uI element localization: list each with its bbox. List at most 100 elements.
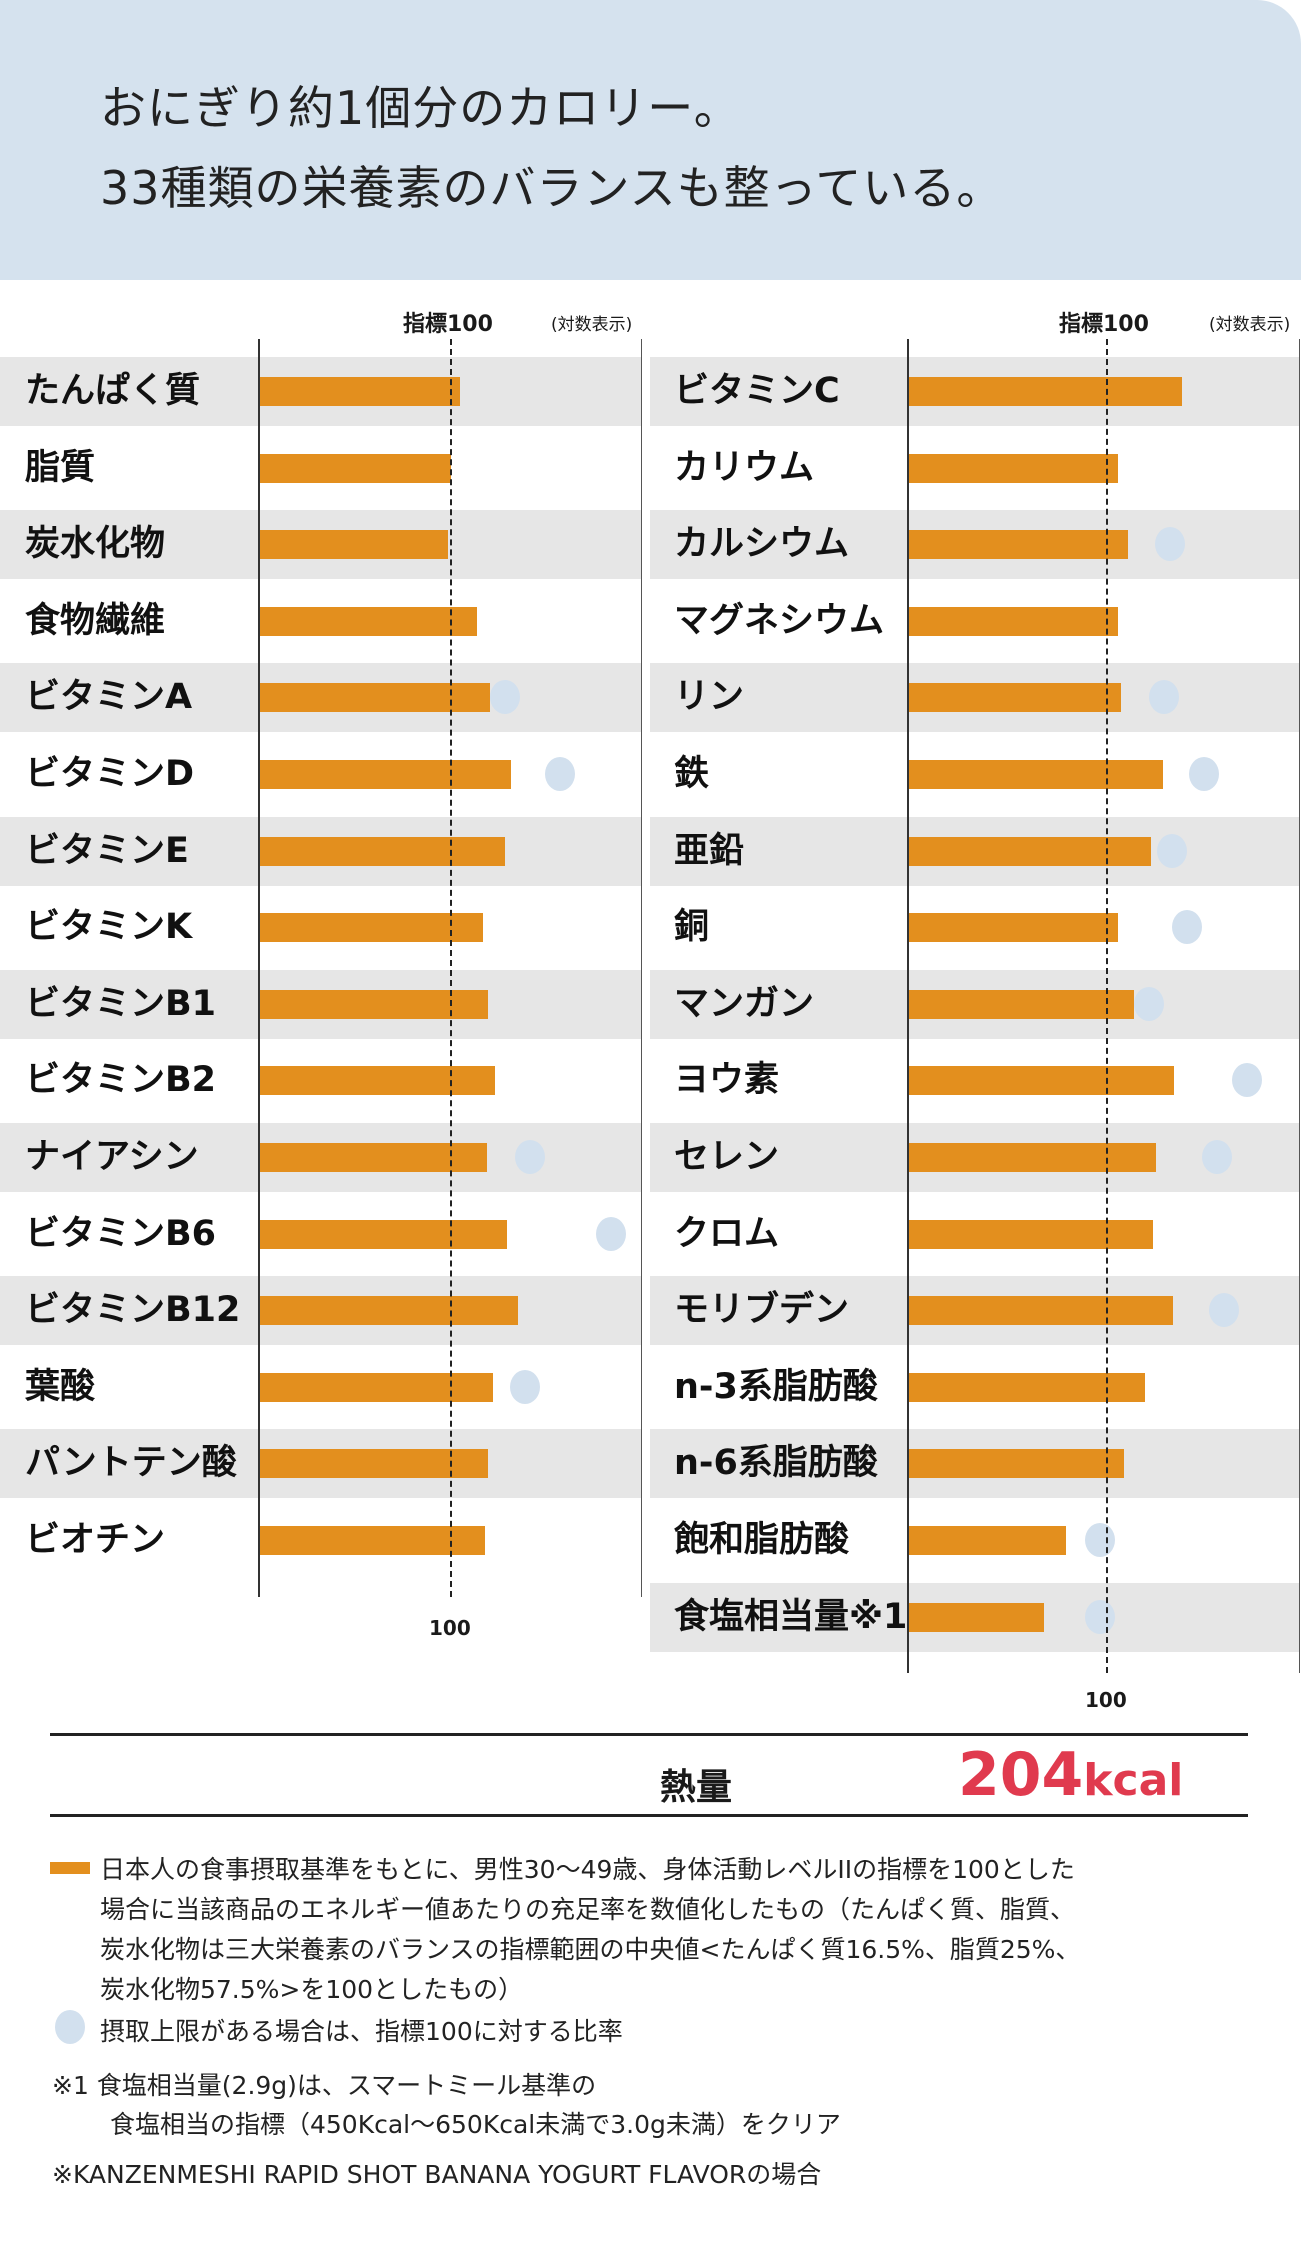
bar xyxy=(908,1066,1175,1096)
upper-limit-dot xyxy=(514,1140,545,1174)
category-label: ヨウ素 xyxy=(674,1060,780,1101)
note-line: 日本人の食事摂取基準をもとに、男性30〜49歳、身体活動レベルIIの指標を100… xyxy=(100,1855,1075,1884)
upper-limit-dot xyxy=(596,1216,627,1251)
note-line: 場合に当該商品のエネルギー値あたりの充足率を数値化したもの（たんぱく質、脂質、 xyxy=(100,1895,1076,1924)
category-label: モリブデン xyxy=(674,1290,850,1331)
upper-limit-dot xyxy=(1156,833,1187,868)
category-label: n-3系脂肪酸 xyxy=(674,1366,878,1407)
frame-line xyxy=(1299,339,1300,1673)
bar xyxy=(908,1449,1125,1479)
upper-limit-dot xyxy=(1133,986,1164,1021)
note-line: 炭水化物は三大栄養素のバランスの指標範囲の中央値<たんぱく質16.5%、脂質25… xyxy=(100,1935,1081,1964)
bar xyxy=(908,1143,1156,1172)
bar xyxy=(908,760,1163,789)
upper-limit-dot xyxy=(1172,910,1203,945)
category-label: 食塩相当量※1 xyxy=(674,1596,908,1637)
axis-line xyxy=(258,339,260,1597)
category-label: ビタミンB12 xyxy=(25,1290,241,1331)
upper-limit-dot xyxy=(1154,527,1185,562)
category-label: ナイアシン xyxy=(25,1137,199,1177)
category-label: カルシウム xyxy=(674,524,850,565)
category-label: n-6系脂肪酸 xyxy=(674,1443,878,1484)
upper-limit-dot xyxy=(1149,680,1180,715)
category-label: カリウム xyxy=(674,447,815,488)
bar xyxy=(259,453,451,483)
upper-limit-dot xyxy=(1209,1293,1240,1328)
scale-note: (対数表示) xyxy=(551,315,633,335)
reference-label: 指標100 xyxy=(1059,312,1149,337)
bar xyxy=(908,1296,1173,1326)
upper-limit-dot xyxy=(1189,757,1220,791)
frame-line xyxy=(641,339,642,1597)
upper-limit-dot xyxy=(510,1369,541,1404)
upper-limit-dot xyxy=(544,757,575,791)
category-label: ビタミンD xyxy=(25,754,195,794)
upper-limit-dot xyxy=(1084,1599,1115,1634)
category-label: マンガン xyxy=(674,983,815,1024)
category-label: ビタミンA xyxy=(25,677,193,718)
axis-tick-label: 100 xyxy=(1085,1688,1127,1712)
bar xyxy=(908,453,1119,483)
bar xyxy=(908,683,1122,713)
energy-label: 熱量 xyxy=(660,1767,733,1808)
bar xyxy=(259,530,449,560)
upper-limit-dot xyxy=(1202,1140,1233,1174)
bar xyxy=(908,377,1182,406)
divider-top xyxy=(50,1733,1248,1736)
category-label: セレン xyxy=(674,1137,780,1177)
energy-unit: kcal xyxy=(1083,1755,1184,1806)
bar xyxy=(259,836,506,866)
category-label: 亜鉛 xyxy=(674,830,745,871)
bar xyxy=(908,1602,1044,1632)
category-label: クロム xyxy=(674,1213,780,1254)
category-label: 飽和脂肪酸 xyxy=(674,1520,850,1560)
axis-tick-label: 100 xyxy=(429,1616,471,1640)
bar xyxy=(259,989,489,1019)
category-label: ビオチン xyxy=(25,1520,166,1560)
upper-limit-dot xyxy=(1232,1063,1263,1098)
divider-bottom xyxy=(50,1814,1248,1817)
footnote-2: ※KANZENMESHI RAPID SHOT BANANA YOGURT FL… xyxy=(52,2160,822,2189)
footnote-1-line-1: ※1 食塩相当量(2.9g)は、スマートミール基準の xyxy=(52,2071,597,2100)
category-label: 銅 xyxy=(674,907,710,948)
note-line: 炭水化物57.5%>を100としたもの） xyxy=(100,1975,524,2004)
legend-dot-swatch xyxy=(55,2010,85,2044)
bar xyxy=(259,760,512,789)
bar xyxy=(259,1449,489,1479)
energy-value: 204kcal xyxy=(958,1740,1183,1810)
bar xyxy=(908,913,1119,943)
category-label: ビタミンB1 xyxy=(25,983,217,1024)
bar xyxy=(908,606,1119,636)
category-label: ビタミンC xyxy=(674,371,840,411)
bar xyxy=(259,683,490,713)
category-label: ビタミンB2 xyxy=(25,1060,217,1101)
headline-line-2: 33種類の栄養素のバランスも整っている。 xyxy=(100,161,1004,215)
scale-note: (対数表示) xyxy=(1209,315,1291,335)
bar xyxy=(259,1143,487,1172)
bar xyxy=(259,1219,507,1249)
category-label: 炭水化物 xyxy=(25,524,166,565)
bar xyxy=(908,1372,1146,1402)
reference-label: 指標100 xyxy=(403,312,493,337)
category-label: 鉄 xyxy=(674,754,710,794)
category-label: パントテン酸 xyxy=(25,1443,237,1484)
bar xyxy=(908,989,1135,1019)
reference-line xyxy=(450,339,452,1597)
category-label: マグネシウム xyxy=(674,600,885,641)
legend-dot-text: 摂取上限がある場合は、指標100に対する比率 xyxy=(100,2017,623,2046)
reference-line xyxy=(1106,339,1108,1673)
category-label: 葉酸 xyxy=(25,1366,96,1407)
upper-limit-dot xyxy=(1084,1523,1115,1557)
axis-line xyxy=(907,339,909,1673)
category-label: 脂質 xyxy=(25,447,96,488)
bar xyxy=(908,1526,1066,1555)
energy-number: 204 xyxy=(958,1740,1084,1810)
bar xyxy=(908,836,1152,866)
category-label: たんぱく質 xyxy=(25,371,201,411)
category-label: ビタミンK xyxy=(25,907,193,948)
bar xyxy=(259,1296,519,1326)
bar xyxy=(259,1372,493,1402)
bar xyxy=(259,1526,486,1555)
bar xyxy=(259,606,477,636)
